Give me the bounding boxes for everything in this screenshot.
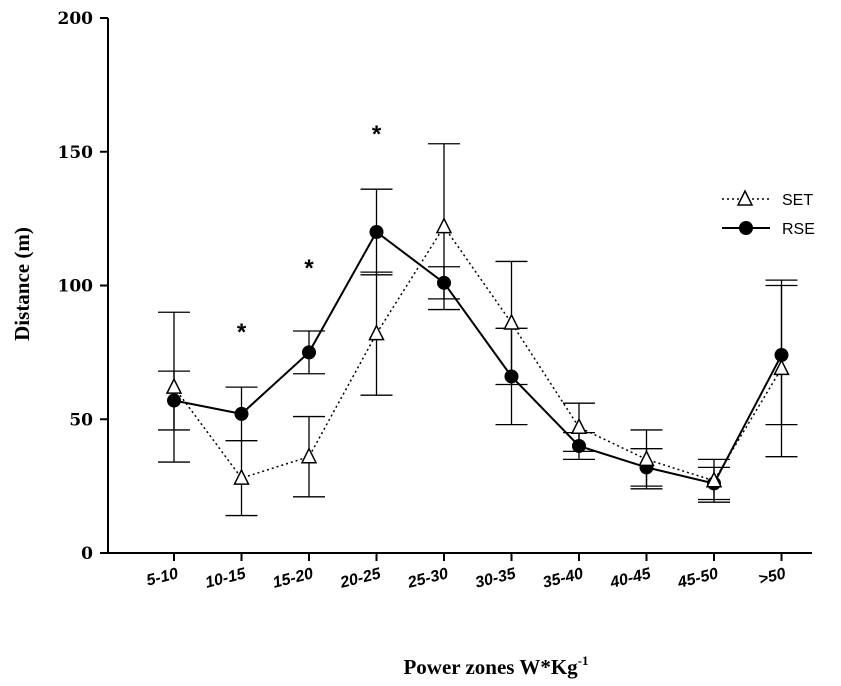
point-rse-3 bbox=[369, 225, 384, 239]
x-tick-label-5: 30-35 bbox=[474, 565, 519, 592]
point-set-8 bbox=[705, 471, 723, 488]
x-tick-label-6: 35-40 bbox=[541, 565, 585, 591]
point-rse-5 bbox=[504, 369, 519, 384]
x-axis-title: Power zones W*Kg-1 bbox=[403, 653, 588, 679]
point-set-2 bbox=[300, 447, 318, 464]
x-ticks: 5-10 10-15 15-20 20-25 25-30 30-35 35-40 40-45 4… bbox=[145, 553, 788, 592]
legend-swatch-rse-marker bbox=[739, 221, 753, 235]
point-set-5 bbox=[503, 313, 520, 330]
y-ticks: 0 50 100 150 200 bbox=[58, 9, 108, 564]
x-axis-title-superscript: -1 bbox=[578, 653, 589, 668]
point-set-3 bbox=[368, 323, 385, 341]
series-markers bbox=[165, 216, 790, 491]
point-set-0 bbox=[165, 377, 183, 394]
point-set-9 bbox=[773, 358, 790, 376]
point-set-7 bbox=[638, 449, 655, 467]
point-rse-9 bbox=[774, 348, 789, 363]
legend: SET RSE bbox=[722, 189, 815, 238]
significance-star-1: * bbox=[304, 255, 314, 282]
legend-item-set: SET bbox=[722, 189, 813, 209]
y-tick-label-100: 100 bbox=[58, 277, 94, 297]
x-axis-title-main: Power zones W*Kg bbox=[403, 655, 578, 679]
point-rse-1 bbox=[234, 406, 249, 421]
axes bbox=[107, 18, 812, 554]
legend-label-set: SET bbox=[782, 192, 813, 209]
significance-annotations: * * * bbox=[237, 121, 382, 346]
x-tick-label-8: 45-50 bbox=[675, 565, 720, 592]
series-line-set bbox=[173, 225, 783, 482]
x-tick-label-9: >50 bbox=[757, 565, 788, 588]
x-tick-label-1: 10-15 bbox=[204, 565, 249, 592]
point-set-4 bbox=[435, 216, 453, 234]
x-tick-label-2: 15-20 bbox=[271, 565, 315, 591]
series-line-rse bbox=[173, 230, 783, 485]
point-rse-4 bbox=[437, 275, 451, 290]
x-tick-label-3: 20-25 bbox=[338, 565, 384, 592]
legend-item-rse: RSE bbox=[722, 221, 815, 238]
series-lines bbox=[173, 225, 783, 485]
point-rse-6 bbox=[572, 439, 586, 453]
y-tick-label-50: 50 bbox=[69, 410, 93, 430]
legend-label-rse: RSE bbox=[782, 221, 815, 238]
point-rse-0 bbox=[167, 393, 181, 408]
point-rse-2 bbox=[302, 345, 316, 360]
x-tick-label-4: 25-30 bbox=[405, 565, 450, 592]
x-tick-label-0: 5-10 bbox=[145, 565, 180, 589]
y-tick-label-0: 0 bbox=[81, 544, 93, 564]
point-set-6 bbox=[570, 417, 588, 435]
y-tick-label-200: 200 bbox=[58, 9, 94, 29]
legend-swatch-set-marker bbox=[736, 189, 754, 206]
significance-star-2: * bbox=[372, 121, 382, 148]
y-axis-title: Distance (m) bbox=[10, 227, 34, 341]
y-tick-label-150: 150 bbox=[58, 143, 94, 163]
x-tick-label-7: 40-45 bbox=[608, 565, 654, 592]
point-set-1 bbox=[233, 468, 250, 485]
significance-star-0: * bbox=[237, 319, 247, 346]
